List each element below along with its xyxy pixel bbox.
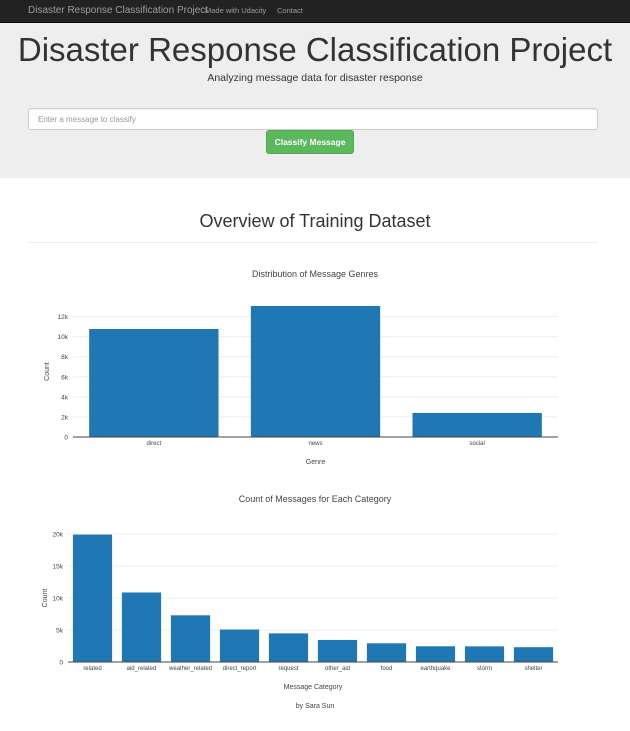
x-axis-label: Genre: [306, 459, 326, 466]
x-tick-label: request: [278, 666, 298, 672]
hero-jumbotron: Disaster Response Classification Project…: [0, 23, 630, 178]
y-tick-label: 0: [59, 660, 63, 667]
footer-credit: by Sara Sun: [295, 703, 335, 710]
x-tick-label: aid_related: [127, 666, 157, 672]
x-tick-label: direct: [146, 441, 161, 447]
bar-direct_report[interactable]: [219, 629, 260, 662]
classify-message-button[interactable]: Classify Message: [266, 130, 354, 154]
nav-link-contact[interactable]: Contact: [277, 6, 303, 15]
chart-title: Count of Messages for Each Category: [239, 494, 392, 504]
y-tick-label: 2k: [61, 414, 69, 421]
x-axis-label: Message Category: [284, 684, 343, 691]
bar-related[interactable]: [72, 534, 113, 662]
x-tick-label: shelter: [524, 666, 542, 672]
bar-social[interactable]: [412, 412, 542, 437]
y-axis-label: Count: [44, 362, 51, 381]
section-title: Overview of Training Dataset: [199, 211, 431, 231]
bar-shelter[interactable]: [513, 647, 554, 662]
bar-aid_related[interactable]: [121, 592, 162, 662]
y-tick-label: 12k: [58, 314, 69, 321]
x-tick-label: weather_related: [168, 666, 212, 672]
y-axis-label: Count: [42, 589, 49, 608]
chart-title: Distribution of Message Genres: [252, 269, 379, 279]
genre-distribution-chart: 0 2k 4k 6k 8k 10k 12k direct news social Distribut…: [44, 269, 558, 466]
bar-request[interactable]: [268, 633, 309, 662]
y-tick-label: 6k: [61, 374, 69, 381]
y-tick-label: 15k: [53, 564, 64, 571]
category-count-chart: 0 5k 10k 15k 20k related aid_related weather_re…: [42, 494, 558, 691]
y-tick-label: 5k: [56, 628, 64, 635]
x-tick-label: other_aid: [325, 666, 350, 672]
x-tick-label: social: [469, 441, 484, 447]
bar-storm[interactable]: [464, 646, 505, 662]
x-tick-label: food: [381, 666, 393, 672]
bar-other_aid[interactable]: [317, 639, 358, 662]
page-subtitle: Analyzing message data for disaster resp…: [207, 72, 423, 84]
navbar-brand[interactable]: Disaster Response Classification Project: [28, 5, 209, 16]
y-tick-label: 20k: [53, 532, 64, 539]
page-title: Disaster Response Classification Project: [17, 31, 613, 68]
y-tick-label: 10k: [58, 334, 69, 341]
section-divider: [28, 242, 598, 243]
message-input[interactable]: [28, 108, 598, 130]
navbar: Disaster Response Classification Project…: [0, 0, 630, 23]
y-tick-label: 0: [64, 435, 68, 442]
bar-news[interactable]: [250, 306, 381, 437]
y-tick-label: 4k: [61, 394, 69, 401]
x-tick-label: direct_report: [223, 666, 257, 672]
bar-direct[interactable]: [89, 328, 219, 437]
x-tick-label: storm: [477, 666, 492, 672]
bar-weather_related[interactable]: [170, 615, 211, 662]
x-tick-label: news: [308, 441, 322, 447]
x-tick-label: earthquake: [420, 666, 451, 672]
bar-earthquake[interactable]: [415, 646, 456, 662]
y-tick-label: 10k: [53, 596, 64, 603]
y-tick-label: 8k: [61, 354, 69, 361]
nav-link-udacity[interactable]: Made with Udacity: [205, 6, 267, 15]
bar-food[interactable]: [366, 643, 407, 662]
x-tick-label: related: [83, 666, 101, 672]
